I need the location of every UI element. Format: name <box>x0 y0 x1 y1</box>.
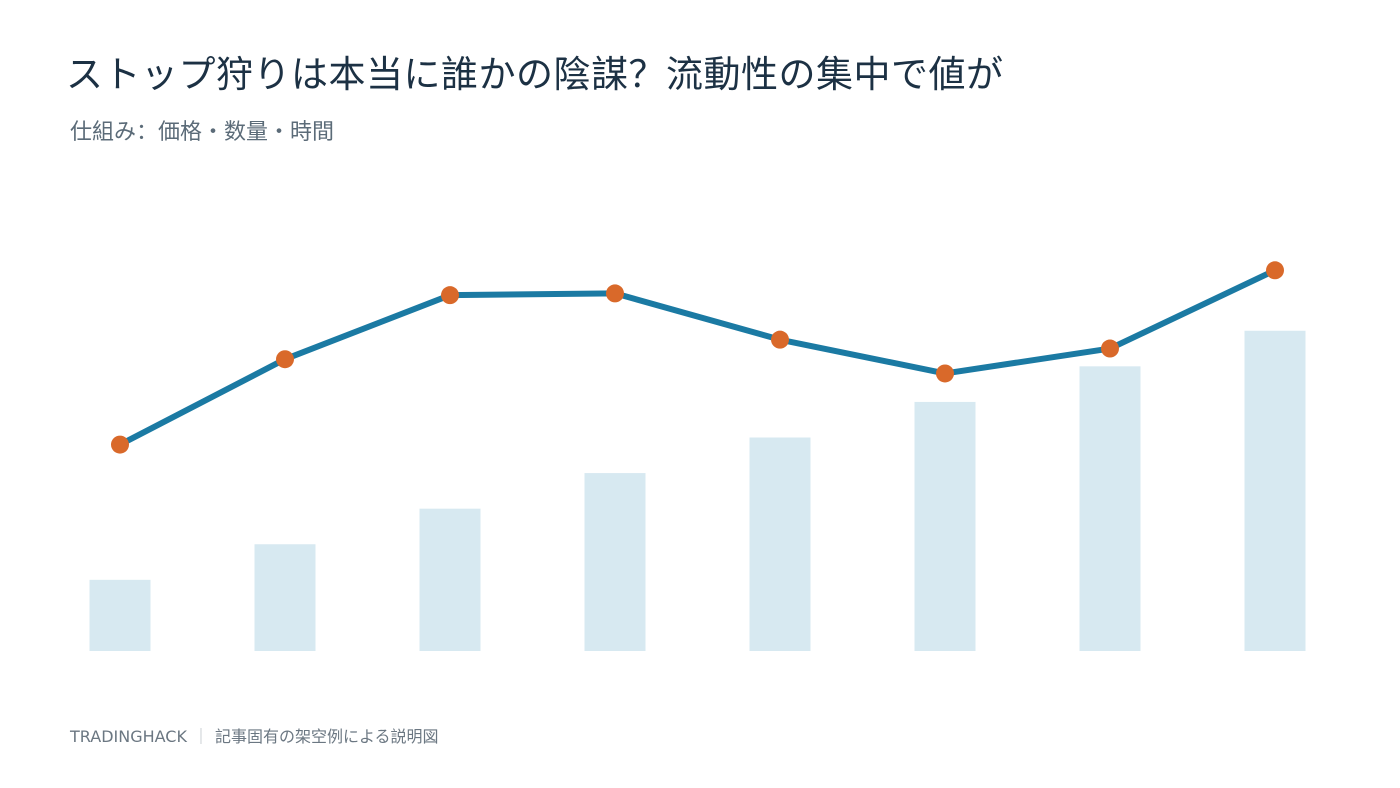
footer-brand: TRADINGHACK <box>70 727 187 746</box>
line-markers <box>111 261 1284 454</box>
footer-separator: ｜ <box>192 727 209 746</box>
line-point-8 <box>1266 261 1284 280</box>
bar-5 <box>749 437 811 651</box>
bar-2 <box>254 544 316 651</box>
line-path <box>117 267 1278 448</box>
line-point-2 <box>276 350 294 369</box>
line-point-7 <box>1101 339 1119 358</box>
line-point-4 <box>606 284 624 303</box>
line-point-3 <box>441 286 459 305</box>
line-point-6 <box>936 364 954 383</box>
bar-7 <box>1079 366 1141 651</box>
bar-series <box>89 330 1306 651</box>
chart-title: ストップ狩りは本当に誰かの陰謀？流動性の集中で値が <box>66 53 1004 96</box>
chart-subtitle: 仕組み：価格・数量・時間 <box>70 120 335 145</box>
line-series <box>117 267 1278 448</box>
bar-3 <box>419 508 481 651</box>
line-point-5 <box>771 330 789 349</box>
bar-1 <box>89 579 151 651</box>
line-point-1 <box>111 435 129 454</box>
bar-8 <box>1244 330 1306 651</box>
bar-6 <box>914 401 976 651</box>
chart-footer: TRADINGHACK ｜ 記事固有の架空例による説明図 <box>70 723 439 747</box>
bar-4 <box>584 473 646 651</box>
footer-note: 記事固有の架空例による説明図 <box>214 727 439 746</box>
